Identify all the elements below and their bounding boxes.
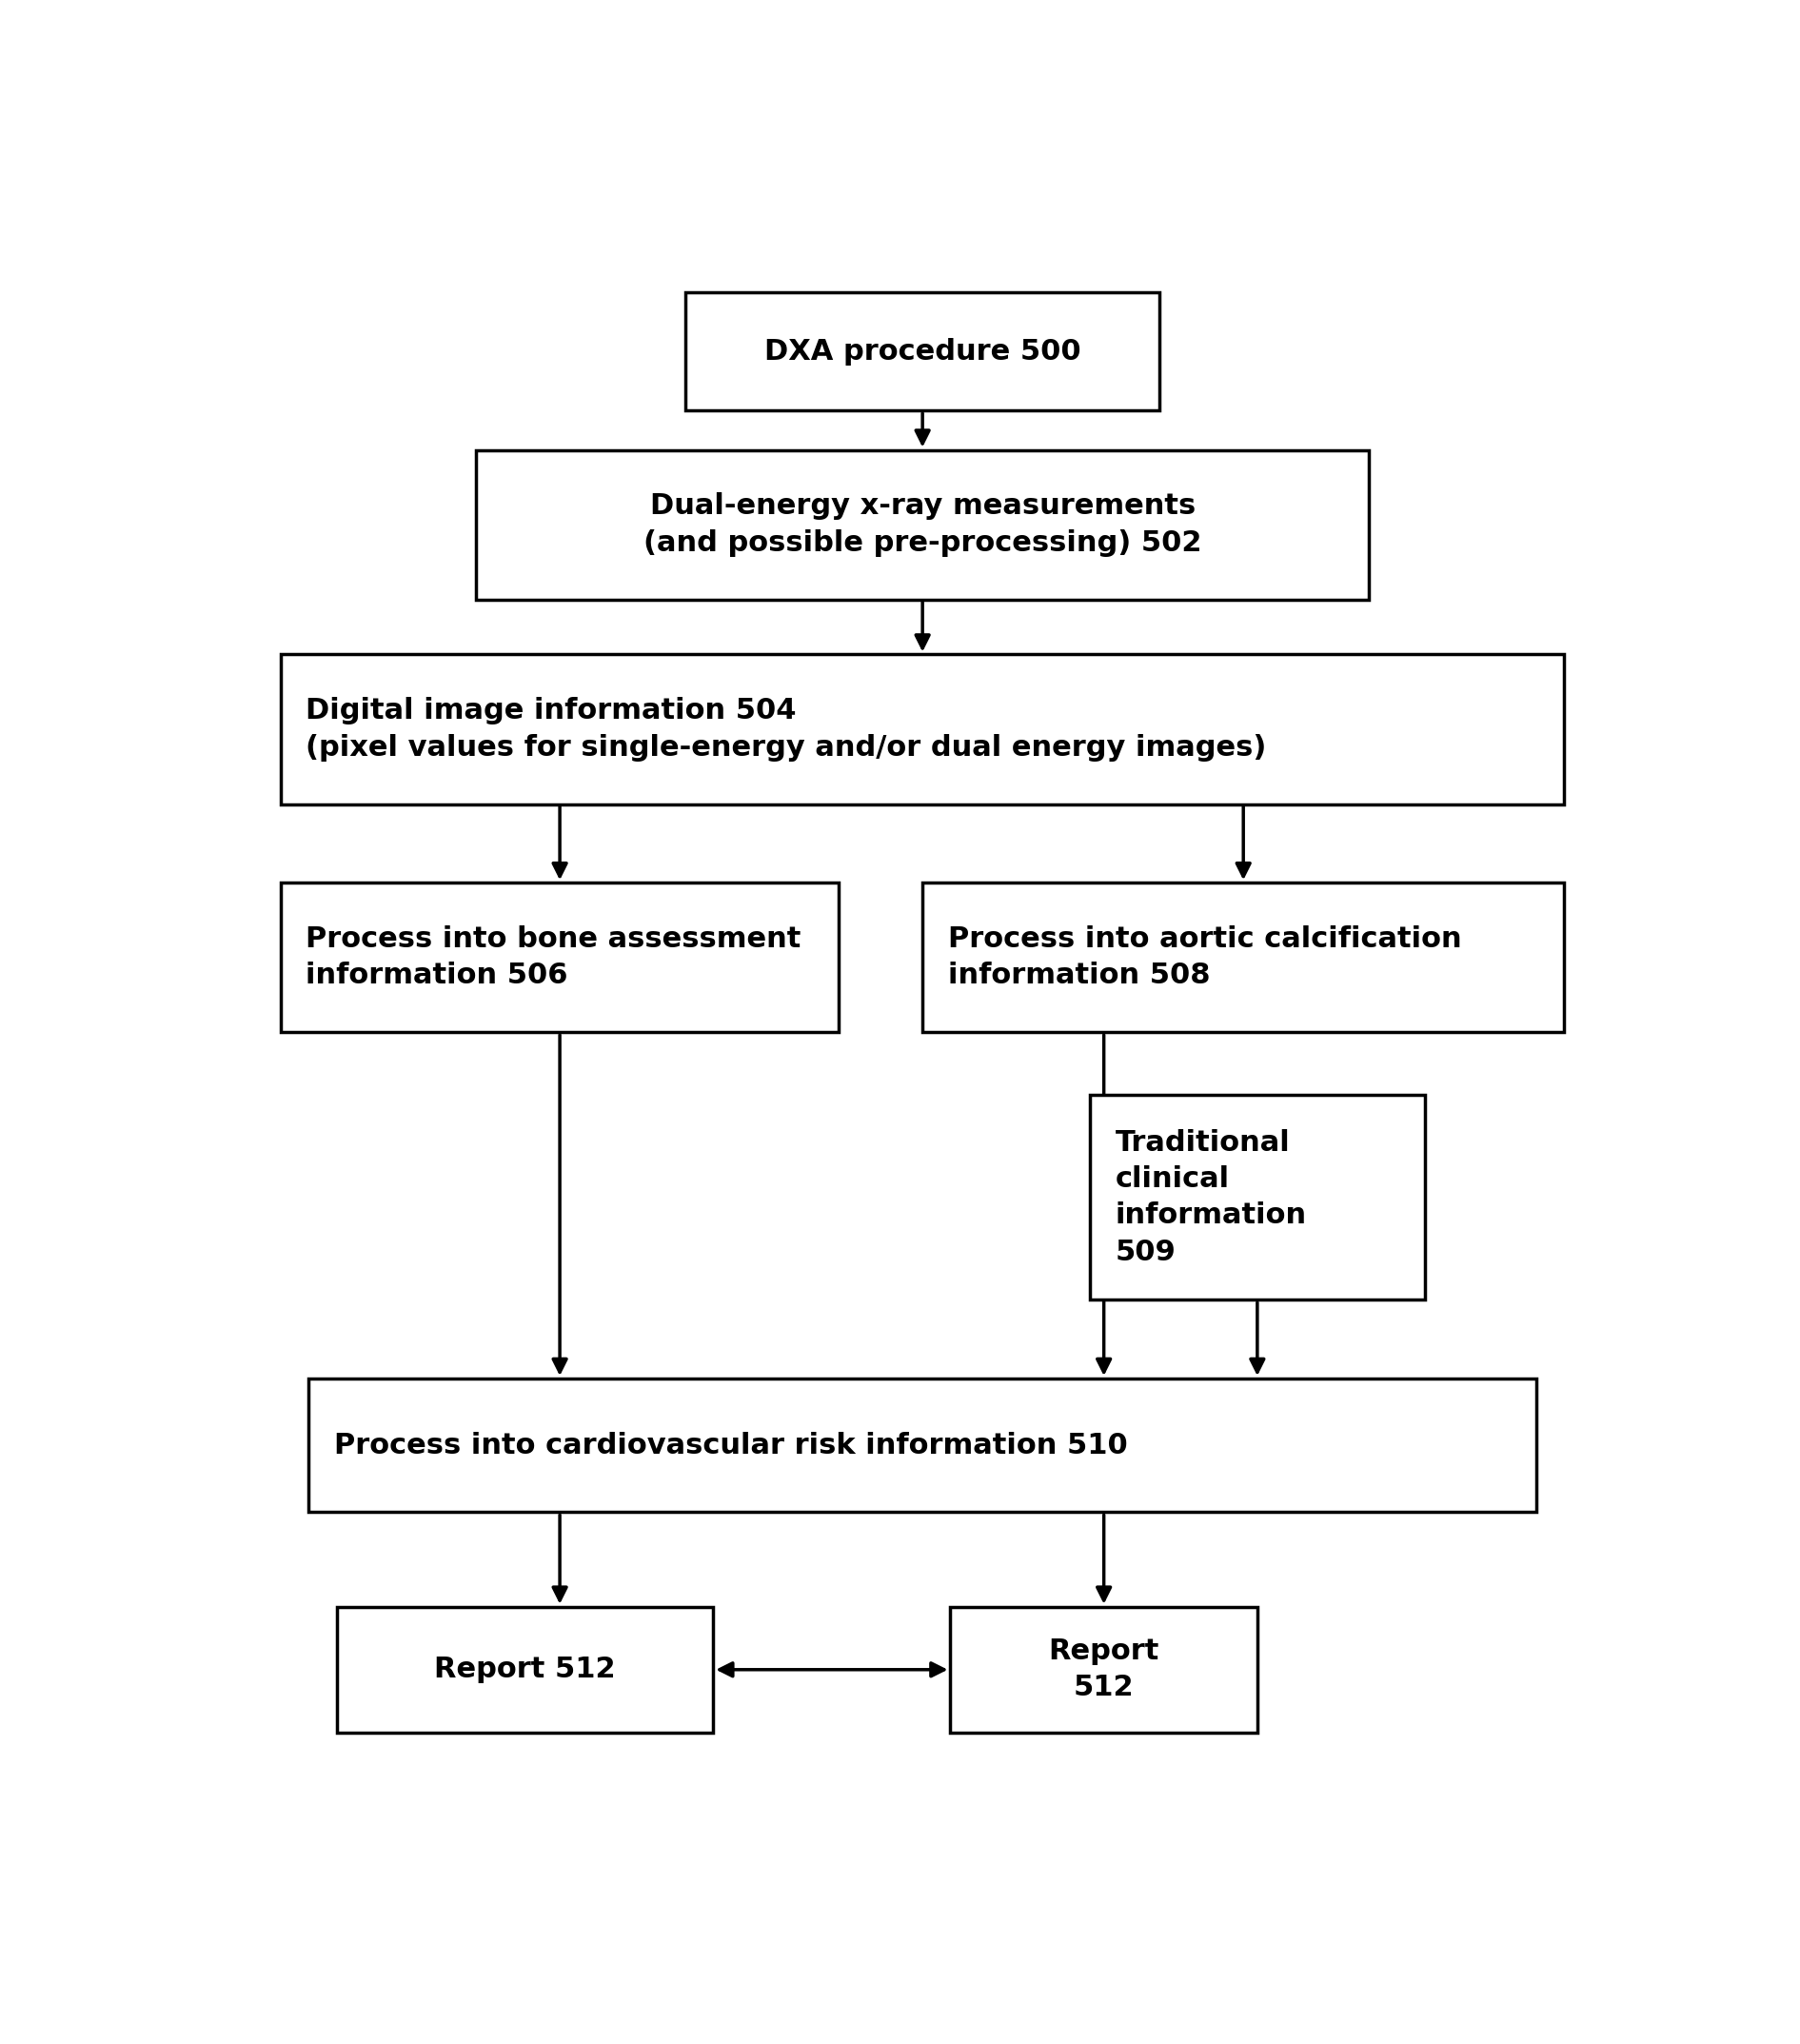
- Text: Traditional
clinical
information
509: Traditional clinical information 509: [1114, 1128, 1307, 1265]
- Text: Report 512: Report 512: [434, 1656, 616, 1684]
- FancyBboxPatch shape: [281, 654, 1564, 803]
- FancyBboxPatch shape: [950, 1607, 1258, 1733]
- FancyBboxPatch shape: [337, 1607, 713, 1733]
- FancyBboxPatch shape: [310, 1378, 1535, 1513]
- Text: Digital image information 504
(pixel values for single-energy and/or dual energy: Digital image information 504 (pixel val…: [306, 697, 1267, 760]
- Text: Process into aortic calcification
information 508: Process into aortic calcification inform…: [947, 926, 1462, 989]
- FancyBboxPatch shape: [923, 883, 1564, 1032]
- Text: DXA procedure 500: DXA procedure 500: [765, 337, 1080, 366]
- FancyBboxPatch shape: [475, 450, 1370, 599]
- FancyBboxPatch shape: [1091, 1096, 1426, 1300]
- Text: Process into cardiovascular risk information 510: Process into cardiovascular risk informa…: [333, 1431, 1127, 1459]
- Text: Report
512: Report 512: [1048, 1637, 1159, 1701]
- Text: Process into bone assessment
information 506: Process into bone assessment information…: [306, 926, 801, 989]
- FancyBboxPatch shape: [686, 292, 1159, 411]
- Text: Dual-energy x-ray measurements
(and possible pre-processing) 502: Dual-energy x-ray measurements (and poss…: [643, 493, 1202, 556]
- FancyBboxPatch shape: [281, 883, 839, 1032]
